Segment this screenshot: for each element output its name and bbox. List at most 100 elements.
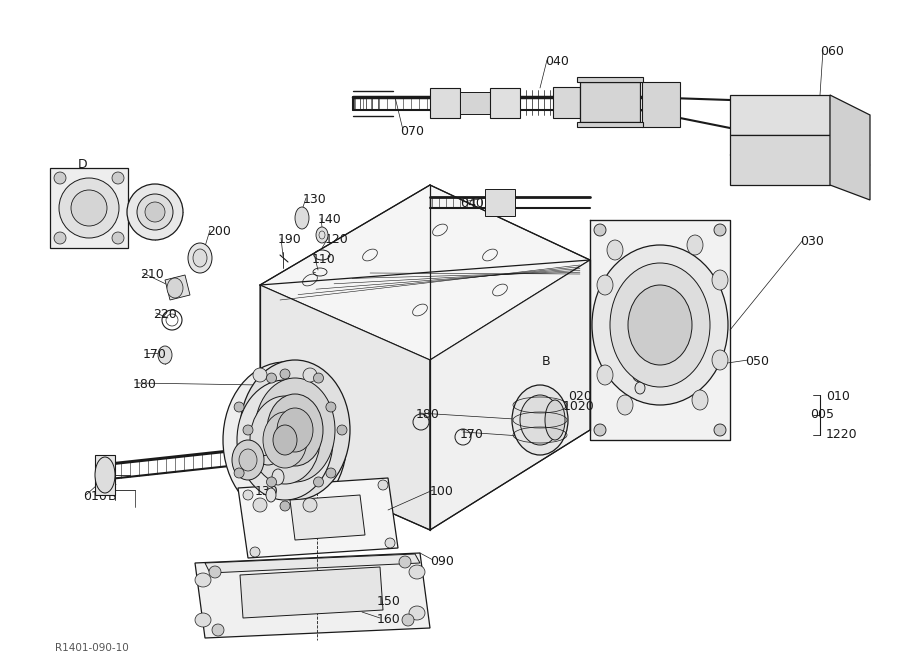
Text: 210: 210 xyxy=(140,268,164,281)
Ellipse shape xyxy=(250,547,260,557)
Ellipse shape xyxy=(255,378,335,482)
Ellipse shape xyxy=(409,565,425,579)
Ellipse shape xyxy=(512,385,568,455)
Ellipse shape xyxy=(253,368,267,382)
Text: 040: 040 xyxy=(460,197,484,210)
Ellipse shape xyxy=(212,624,224,636)
Text: D: D xyxy=(78,158,87,171)
Polygon shape xyxy=(642,82,680,127)
Text: R1401-090-10: R1401-090-10 xyxy=(55,643,129,653)
Polygon shape xyxy=(260,285,430,530)
Ellipse shape xyxy=(280,369,290,379)
Text: 120: 120 xyxy=(255,450,278,463)
Text: 220: 220 xyxy=(153,308,176,321)
Ellipse shape xyxy=(95,457,115,493)
Text: 160: 160 xyxy=(377,613,401,626)
Polygon shape xyxy=(577,122,643,127)
Ellipse shape xyxy=(303,368,317,382)
Ellipse shape xyxy=(635,382,645,394)
Text: 140: 140 xyxy=(282,468,306,481)
Ellipse shape xyxy=(295,207,309,229)
Ellipse shape xyxy=(378,480,388,490)
Text: 170: 170 xyxy=(460,428,484,441)
Ellipse shape xyxy=(54,232,66,244)
Ellipse shape xyxy=(243,425,253,435)
Text: A: A xyxy=(108,475,117,488)
Polygon shape xyxy=(205,554,420,573)
Ellipse shape xyxy=(280,501,290,511)
Text: 060: 060 xyxy=(820,45,844,58)
Text: 120: 120 xyxy=(325,233,348,246)
Ellipse shape xyxy=(630,358,650,370)
Text: 110: 110 xyxy=(255,430,278,443)
Ellipse shape xyxy=(714,224,726,236)
Ellipse shape xyxy=(112,172,124,184)
Ellipse shape xyxy=(188,243,212,273)
Ellipse shape xyxy=(592,245,728,405)
Ellipse shape xyxy=(239,449,257,471)
Polygon shape xyxy=(430,260,590,530)
Text: 1020: 1020 xyxy=(563,400,595,413)
Text: B: B xyxy=(108,490,117,503)
Text: 010: 010 xyxy=(826,390,850,403)
Text: 020: 020 xyxy=(568,390,592,403)
Ellipse shape xyxy=(266,488,276,502)
Polygon shape xyxy=(237,442,260,477)
Text: 140: 140 xyxy=(318,213,342,226)
Text: D: D xyxy=(542,415,551,428)
Ellipse shape xyxy=(409,606,425,620)
Polygon shape xyxy=(238,478,398,558)
Ellipse shape xyxy=(234,402,244,412)
Ellipse shape xyxy=(633,370,647,382)
Ellipse shape xyxy=(250,396,320,484)
Ellipse shape xyxy=(399,556,411,568)
Text: 070: 070 xyxy=(400,125,424,138)
Ellipse shape xyxy=(628,346,652,358)
Text: 050: 050 xyxy=(745,355,769,368)
Ellipse shape xyxy=(240,360,350,500)
Polygon shape xyxy=(830,95,870,200)
Ellipse shape xyxy=(594,224,606,236)
Ellipse shape xyxy=(267,394,323,466)
Ellipse shape xyxy=(195,613,211,627)
Ellipse shape xyxy=(209,566,221,578)
Ellipse shape xyxy=(326,402,336,412)
Ellipse shape xyxy=(237,380,333,500)
Ellipse shape xyxy=(273,425,297,455)
Ellipse shape xyxy=(272,469,284,485)
Text: 190: 190 xyxy=(278,233,301,246)
Ellipse shape xyxy=(402,614,414,626)
Ellipse shape xyxy=(243,490,253,500)
Polygon shape xyxy=(95,455,115,495)
Text: 010: 010 xyxy=(83,490,107,503)
Polygon shape xyxy=(290,495,365,540)
Ellipse shape xyxy=(54,172,66,184)
Ellipse shape xyxy=(628,285,692,365)
Ellipse shape xyxy=(303,498,317,512)
Text: 130: 130 xyxy=(255,485,278,498)
Ellipse shape xyxy=(610,263,710,387)
Ellipse shape xyxy=(597,275,613,295)
Polygon shape xyxy=(553,87,580,118)
Ellipse shape xyxy=(253,498,267,512)
Text: 170: 170 xyxy=(143,348,167,361)
Ellipse shape xyxy=(594,424,606,436)
Text: 040: 040 xyxy=(545,55,569,68)
Text: 030: 030 xyxy=(800,235,823,248)
Text: 180: 180 xyxy=(416,408,440,421)
Polygon shape xyxy=(165,275,190,300)
Ellipse shape xyxy=(193,249,207,267)
Text: 110: 110 xyxy=(312,253,335,266)
Ellipse shape xyxy=(712,270,728,290)
Ellipse shape xyxy=(607,240,623,260)
Text: B: B xyxy=(542,355,550,368)
Polygon shape xyxy=(50,168,128,248)
Ellipse shape xyxy=(714,424,726,436)
Ellipse shape xyxy=(137,194,173,230)
Text: 100: 100 xyxy=(430,485,454,498)
Ellipse shape xyxy=(71,190,107,226)
Text: 090: 090 xyxy=(430,555,454,568)
Ellipse shape xyxy=(267,477,277,487)
Ellipse shape xyxy=(326,468,336,478)
Polygon shape xyxy=(730,135,830,185)
